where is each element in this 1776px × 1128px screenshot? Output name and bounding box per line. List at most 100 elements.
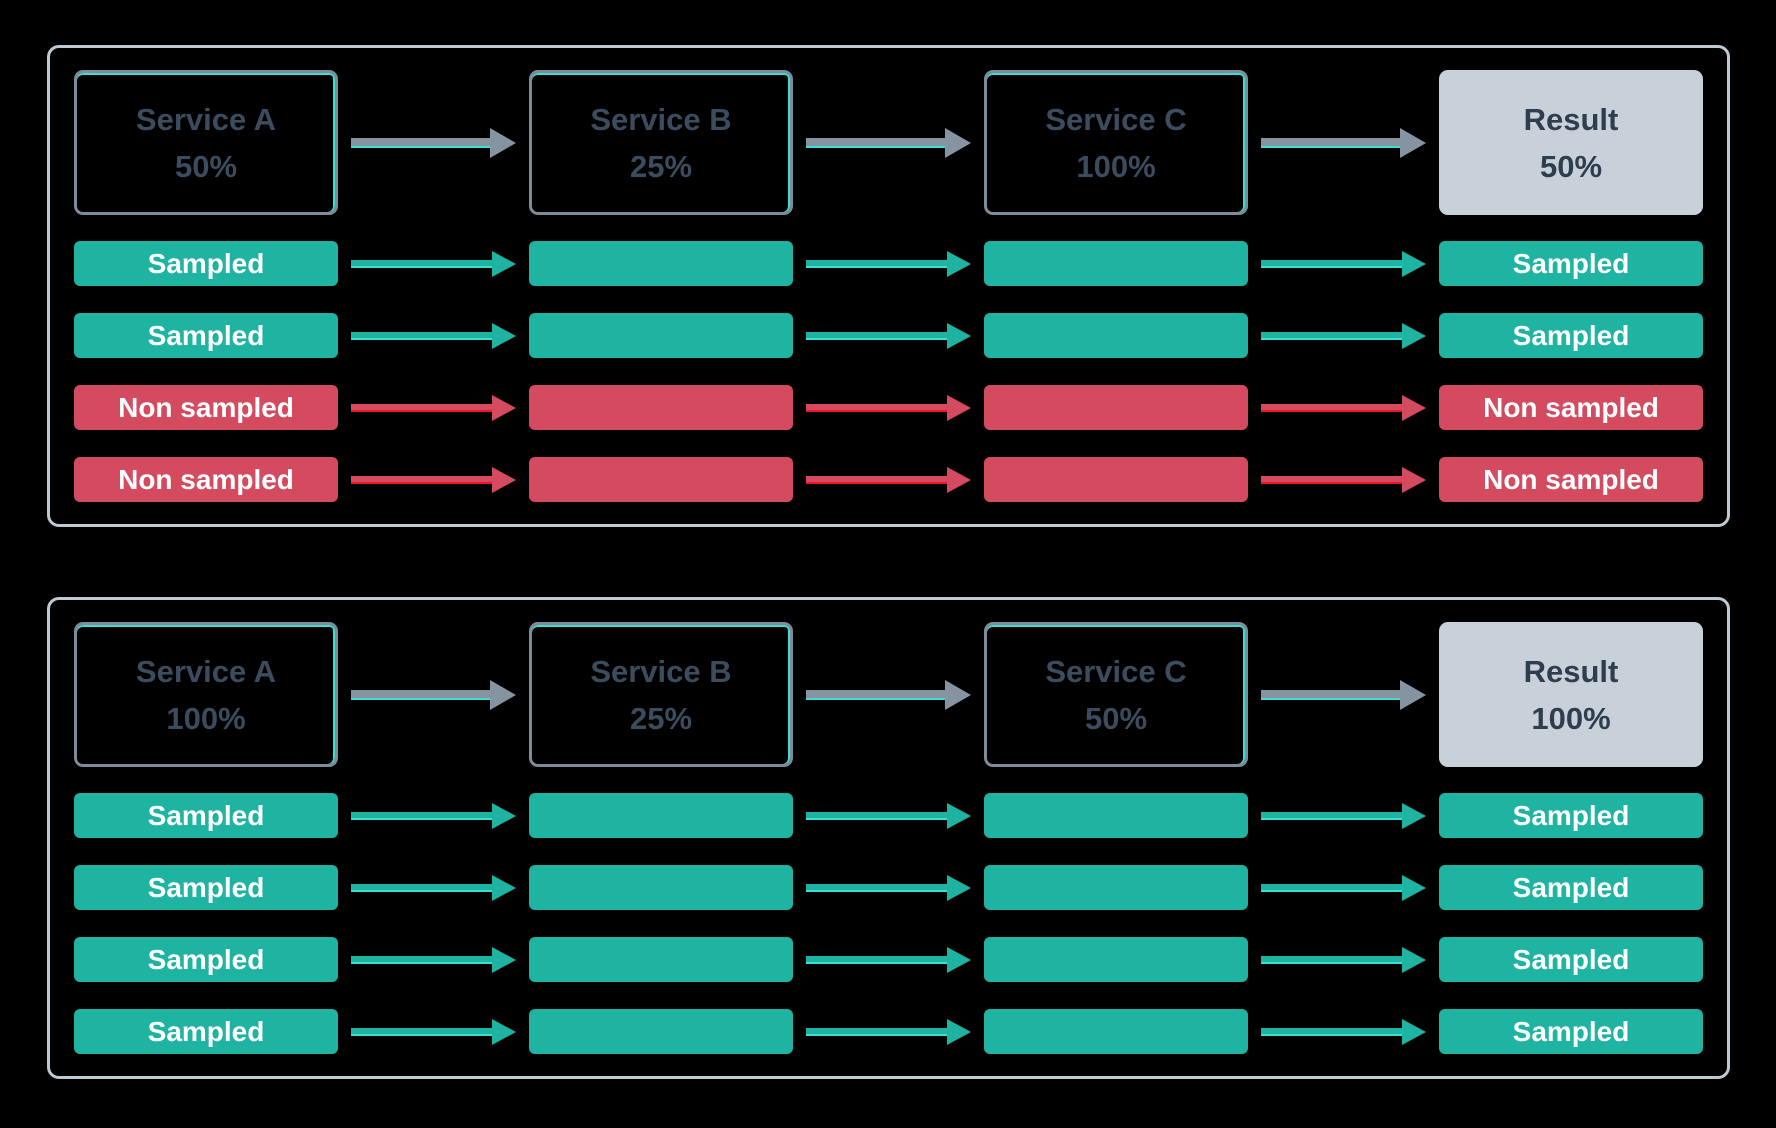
arrow-head-icon — [492, 1018, 516, 1045]
arrow-head-icon — [492, 874, 516, 901]
service-name-label: Service B — [590, 653, 732, 689]
arrow-shaft — [1261, 475, 1402, 484]
flow-arrow-sampled — [1248, 1009, 1439, 1054]
sampled-bar — [984, 937, 1248, 982]
trace-status-label: Sampled — [1512, 871, 1630, 903]
arrow-shaft — [806, 1027, 947, 1036]
arrow-head-icon — [947, 946, 971, 973]
arrow-shaft — [351, 475, 492, 484]
trace-status-label: Sampled — [147, 871, 265, 903]
flow-arrow-sampled — [793, 937, 984, 982]
arrow-head-icon — [492, 394, 516, 421]
arrow-shaft — [806, 137, 945, 148]
sampled-bar: Sampled — [74, 1009, 338, 1054]
flow-arrow-sampled — [338, 937, 529, 982]
sampled-bar — [984, 865, 1248, 910]
arrow-head-icon — [492, 466, 516, 493]
non-sampled-bar: Non sampled — [1439, 385, 1703, 430]
arrow-head-icon — [947, 874, 971, 901]
trace-status-label: Non sampled — [1483, 391, 1659, 423]
trace-status-label: Non sampled — [118, 463, 294, 495]
flow-arrow-non-sampled — [793, 457, 984, 502]
arrow-head-icon — [945, 127, 971, 158]
trace-row: Sampled Sampled — [74, 241, 1703, 286]
flow-arrow-gray — [793, 70, 984, 215]
scenario-panel-1: Service A 50% Service B 25% Service C 100% Res… — [47, 45, 1730, 527]
sampled-bar — [529, 865, 793, 910]
trace-status-label: Sampled — [147, 1015, 265, 1047]
trace-status-label: Sampled — [1512, 319, 1630, 351]
arrow-head-icon — [1402, 802, 1426, 829]
trace-status-label: Sampled — [147, 247, 265, 279]
service-box: Service A 100% — [74, 622, 338, 767]
arrow-shaft — [1261, 403, 1402, 412]
arrow-shaft — [351, 883, 492, 892]
sampled-bar: Sampled — [74, 937, 338, 982]
sampling-rate-value: 50% — [1084, 700, 1148, 736]
sampled-bar: Sampled — [74, 865, 338, 910]
arrow-head-icon — [945, 679, 971, 710]
flow-arrow-sampled — [793, 313, 984, 358]
arrow-shaft — [351, 955, 492, 964]
service-name-label: Service C — [1045, 653, 1187, 689]
flow-arrow-non-sampled — [793, 385, 984, 430]
flow-arrow-gray — [338, 70, 529, 215]
arrow-shaft — [806, 475, 947, 484]
non-sampled-bar — [529, 385, 793, 430]
non-sampled-bar: Non sampled — [74, 457, 338, 502]
result-label: Result — [1523, 653, 1619, 689]
trace-row: Non sampled Non sampled — [74, 457, 1703, 502]
sampled-bar — [529, 241, 793, 286]
result-box: Result 50% — [1439, 70, 1703, 215]
sampled-bar — [529, 793, 793, 838]
arrow-shaft — [806, 259, 947, 268]
flow-arrow-sampled — [338, 865, 529, 910]
sampled-bar — [529, 313, 793, 358]
trace-row: Sampled Sampled — [74, 865, 1703, 910]
sampled-bar: Sampled — [1439, 937, 1703, 982]
arrow-head-icon — [1402, 250, 1426, 277]
flow-arrow-sampled — [1248, 313, 1439, 358]
arrow-shaft — [1261, 955, 1402, 964]
trace-row: Sampled Sampled — [74, 937, 1703, 982]
sampling-rate-value: 100% — [1531, 700, 1611, 736]
arrow-head-icon — [947, 322, 971, 349]
arrow-shaft — [351, 1027, 492, 1036]
trace-status-label: Non sampled — [118, 391, 294, 423]
flow-arrow-sampled — [793, 865, 984, 910]
arrow-shaft — [806, 811, 947, 820]
arrow-shaft — [351, 811, 492, 820]
arrow-head-icon — [490, 679, 516, 710]
flow-arrow-sampled — [1248, 241, 1439, 286]
service-row: Service A 100% Service B 25% Service C 50% Res… — [74, 622, 1703, 767]
flow-arrow-gray — [338, 622, 529, 767]
sampling-rate-value: 50% — [1539, 148, 1603, 184]
flow-arrow-sampled — [338, 1009, 529, 1054]
trace-status-label: Sampled — [147, 943, 265, 975]
arrow-head-icon — [1402, 946, 1426, 973]
flow-arrow-sampled — [1248, 865, 1439, 910]
arrow-head-icon — [947, 466, 971, 493]
result-box: Result 100% — [1439, 622, 1703, 767]
arrow-head-icon — [490, 127, 516, 158]
service-name-label: Service A — [135, 101, 277, 137]
arrow-head-icon — [947, 802, 971, 829]
flow-arrow-sampled — [1248, 937, 1439, 982]
flow-arrow-non-sampled — [1248, 457, 1439, 502]
sampled-bar: Sampled — [1439, 313, 1703, 358]
non-sampled-bar — [984, 385, 1248, 430]
non-sampled-bar — [984, 457, 1248, 502]
sampled-bar — [984, 313, 1248, 358]
arrow-shaft — [351, 331, 492, 340]
result-label: Result — [1523, 101, 1619, 137]
sampled-bar: Sampled — [1439, 793, 1703, 838]
flow-arrow-sampled — [793, 241, 984, 286]
arrow-head-icon — [1402, 874, 1426, 901]
service-row: Service A 50% Service B 25% Service C 100% Res… — [74, 70, 1703, 215]
non-sampled-bar — [529, 457, 793, 502]
service-name-label: Service A — [135, 653, 277, 689]
flow-arrow-sampled — [793, 1009, 984, 1054]
service-box: Service C 100% — [984, 70, 1248, 215]
arrow-head-icon — [1400, 127, 1426, 158]
